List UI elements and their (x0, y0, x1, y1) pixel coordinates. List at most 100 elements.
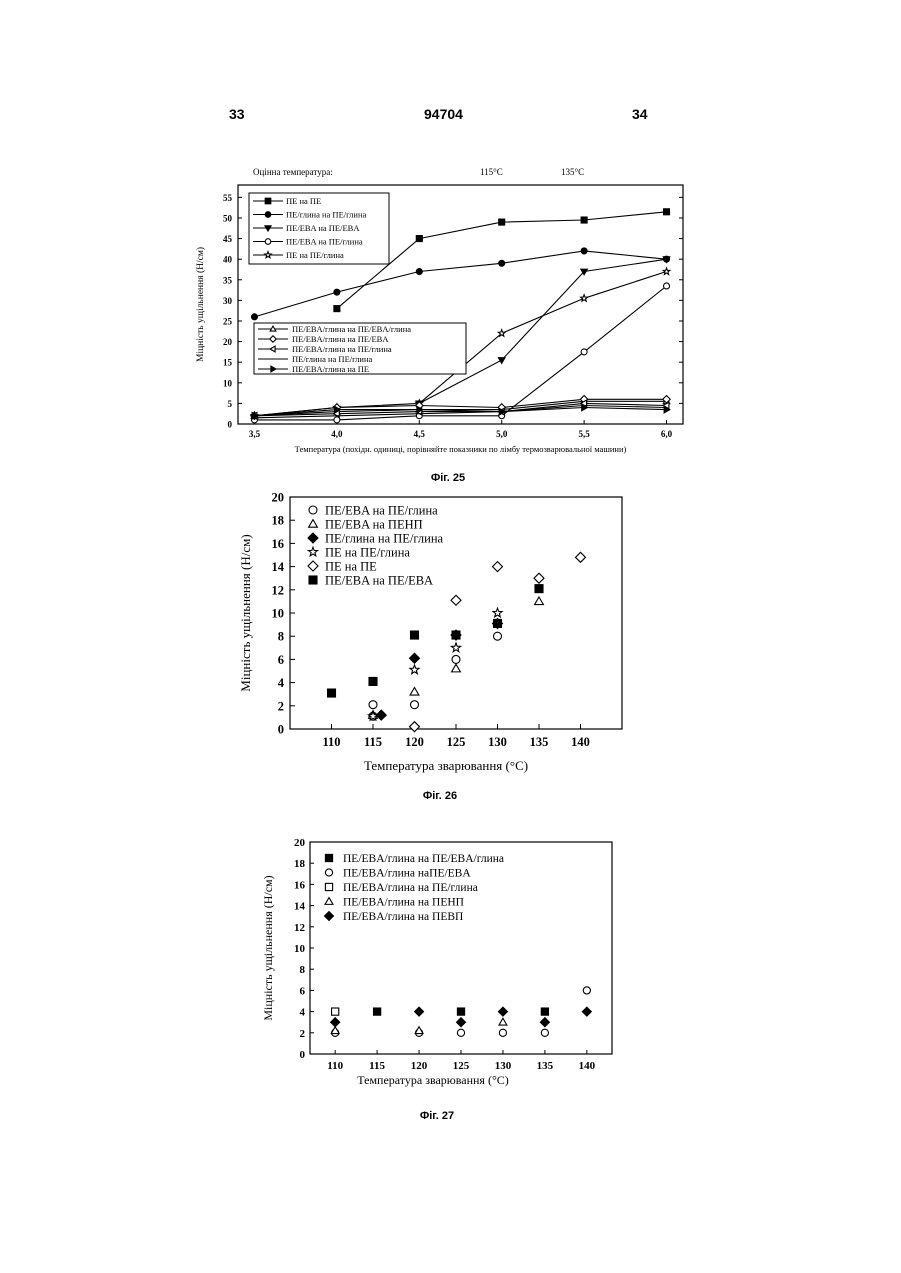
fig26-y-tick-label: 16 (272, 537, 285, 551)
fig27-legend-marker (325, 854, 332, 861)
fig25-y-tick-label: 20 (223, 337, 233, 347)
fig27-y-tick-label: 4 (300, 1007, 306, 1019)
fig27-x-axis-label: Температура зварювання (°C) (357, 1073, 509, 1087)
fig27-legend-marker (325, 883, 332, 890)
fig25-caption: Фіг. 25 (431, 472, 465, 484)
fig26-y-tick-label: 14 (272, 560, 285, 574)
fig25-point (581, 248, 587, 254)
fig26-y-tick-label: 2 (278, 699, 284, 713)
fig26-y-tick-label: 12 (272, 583, 285, 597)
fig27-x-tick-label: 125 (453, 1060, 470, 1072)
fig27-point (541, 1008, 548, 1015)
fig27-y-tick-label: 18 (294, 858, 306, 870)
fig26-legend-label: ПЕ на ПЕ (325, 560, 377, 574)
fig26-y-tick-label: 8 (278, 630, 284, 644)
fig26-point (410, 665, 419, 674)
fig25-point (499, 219, 505, 225)
fig25-point (334, 306, 340, 312)
fig25-y-tick-label: 15 (223, 358, 233, 368)
fig27-y-tick-label: 2 (300, 1028, 306, 1040)
fig25-legend-label: ПЕ/EBA/глина на ПЕ/глина (292, 344, 392, 354)
fig26-x-tick-label: 130 (488, 735, 507, 749)
fig25-legend-label: ПЕ на ПЕ (286, 196, 321, 206)
fig27-y-tick-label: 0 (300, 1049, 306, 1061)
fig25-legend-label: ПЕ/EBA на ПЕ/глина (286, 237, 363, 247)
fig25-y-tick-label: 55 (223, 193, 233, 203)
fig26-x-axis-label: Температура зварювання (°C) (364, 758, 528, 773)
fig25-x-tick-label: 5,0 (496, 429, 508, 439)
fig25-y-tick-label: 35 (223, 275, 233, 285)
fig26-legend-label: ПЕ на ПЕ/глина (325, 546, 410, 560)
fig25-legend-marker (265, 239, 271, 245)
fig25-point (581, 295, 588, 302)
fig27-y-tick-label: 6 (300, 985, 306, 997)
fig25-legend-marker (265, 198, 271, 204)
fig25-point (334, 289, 340, 295)
fig26-point (410, 687, 419, 695)
fig26-point (576, 552, 586, 562)
fig25-point (251, 314, 257, 320)
fig26-point (369, 701, 377, 709)
fig25-legend-label: ПЕ/EBA/глина на ПЕ/EBA/глина (292, 324, 411, 334)
fig27-y-tick-label: 8 (300, 964, 306, 976)
fig26-y-tick-label: 0 (278, 723, 284, 737)
fig25-x-axis-label: Температура (похідн. одиниці, порівняйте… (295, 444, 627, 454)
fig27-point (332, 1008, 339, 1015)
fig26-x-tick-label: 120 (405, 735, 424, 749)
fig27-legend-label: ПЕ/EBA/глина на ПЕВП (343, 911, 463, 923)
fig26-legend-label: ПЕ/глина на ПЕ/глина (325, 532, 444, 546)
fig25-legend-label: ПЕ/EBA/глина на ПЕ (292, 364, 369, 374)
fig27-point (331, 1018, 340, 1027)
fig27-legend-label: ПЕ/EBA/глина на ПЕ/глина (343, 882, 478, 894)
fig26-x-tick-label: 115 (364, 735, 382, 749)
fig27-legend-marker (325, 898, 333, 905)
fig26-y-axis-label: Міцність ущільнення (Н/см) (238, 534, 253, 691)
fig27-point (541, 1029, 548, 1036)
fig25-legend-label: ПЕ/EBA/глина на ПЕ/EBA (292, 334, 389, 344)
fig27-y-tick-label: 10 (294, 943, 306, 955)
fig26-y-tick-label: 4 (278, 676, 285, 690)
fig25-x-tick-label: 4,0 (331, 429, 343, 439)
fig26-point (328, 689, 336, 697)
fig26-point (452, 655, 460, 663)
fig27-legend-label: ПЕ/EBA/глина наПЕ/EBA (343, 868, 471, 880)
fig27-y-axis-label: Міцність ущільнення (Н/см) (261, 875, 275, 1020)
fig25-point (416, 236, 422, 242)
fig27-y-tick-label: 20 (294, 837, 306, 849)
fig25-y-tick-label: 30 (223, 296, 233, 306)
fig26-point (369, 677, 377, 685)
fig25-legend-label: ПЕ/EBA на ПЕ/EBA (286, 223, 360, 233)
fig26-point (411, 701, 419, 709)
fig27-legend-marker (325, 869, 332, 876)
fig26-point (493, 562, 503, 572)
fig27-y-tick-label: 16 (294, 879, 306, 891)
fig26-point (494, 619, 502, 627)
fig25-legend-label: ПЕ/глина на ПЕ/глина (292, 354, 373, 364)
fig26-legend-marker (309, 506, 317, 514)
fig26-point (493, 608, 502, 617)
fig25-y-axis-label: Міцність ущільнення (Н/см) (195, 247, 206, 362)
fig26-legend-label: ПЕ/EBA на ПЕ/глина (325, 504, 438, 518)
fig27-x-tick-label: 120 (411, 1060, 428, 1072)
fig25-x-tick-label: 3,5 (249, 429, 261, 439)
fig27-y-tick-label: 14 (294, 901, 306, 913)
fig25-y-tick-label: 25 (223, 316, 233, 326)
fig27-point (457, 1029, 464, 1036)
fig26-y-tick-label: 20 (272, 491, 285, 505)
fig27-point (457, 1008, 464, 1015)
fig25-point (663, 268, 670, 275)
fig25-point (581, 217, 587, 223)
fig26-point (452, 664, 461, 672)
fig25-legend-label: ПЕ на ПЕ/глина (286, 250, 344, 260)
fig26-x-tick-label: 125 (447, 735, 466, 749)
fig26-point (451, 643, 460, 652)
fig27-legend-marker (325, 912, 334, 921)
fig25-y-tick-label: 10 (223, 378, 233, 388)
fig25-y-tick-label: 45 (223, 234, 233, 244)
fig25-point (499, 260, 505, 266)
fig25-point (334, 417, 340, 423)
fig27-point (498, 1007, 507, 1016)
fig27-legend-label: ПЕ/EBA/глина на ПЕ/EBA/глина (343, 853, 504, 865)
fig27-y-tick-label: 12 (294, 922, 306, 934)
